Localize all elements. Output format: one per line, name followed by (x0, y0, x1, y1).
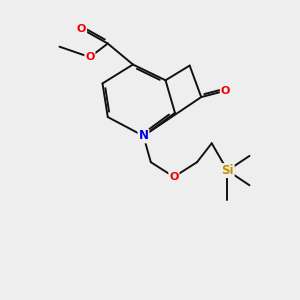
Text: O: O (221, 86, 230, 96)
Text: Si: Si (221, 164, 234, 177)
Text: O: O (77, 24, 86, 34)
Text: O: O (85, 52, 94, 62)
Text: N: N (139, 129, 148, 142)
Text: O: O (169, 172, 178, 182)
